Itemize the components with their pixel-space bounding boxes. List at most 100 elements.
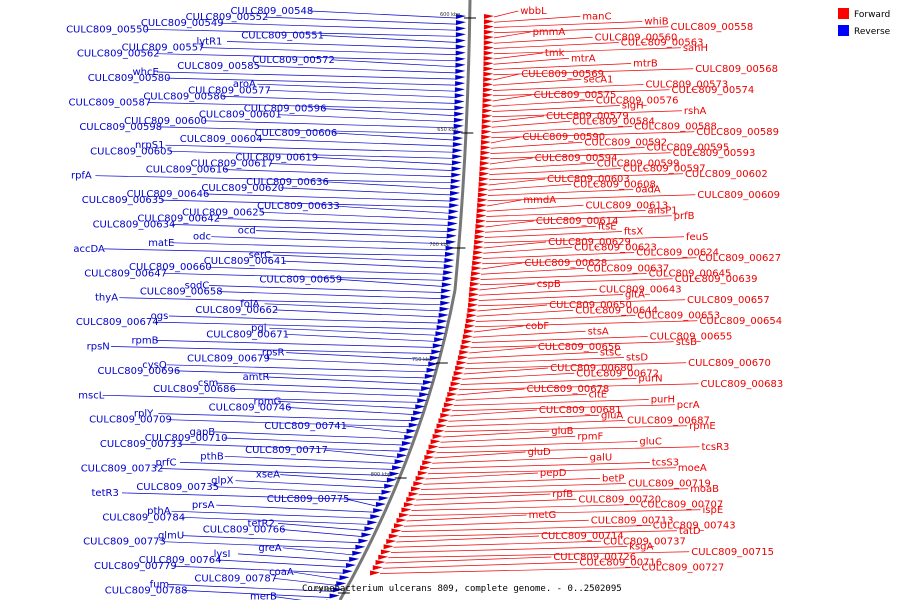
reverse-gene-arrow [428,361,439,367]
reverse-gene-label: ogs [151,311,169,322]
forward-connector [492,84,644,91]
reverse-connector [169,150,453,159]
reverse-gene-label: CULC809_00779 [94,561,177,572]
reverse-gene-label: xseA [256,470,280,481]
forward-gene-label: CULC809_00672 [576,368,659,379]
forward-gene-label: CULC809_00653 [637,311,720,322]
forward-connector [413,498,577,506]
forward-gene-label: ansP1 [648,206,678,217]
reverse-connector [278,523,365,531]
forward-gene-label: CULC809_00720 [578,494,661,505]
reverse-connector [325,181,451,190]
forward-gene-arrow [401,507,412,513]
forward-gene-arrow [483,77,494,82]
reverse-connector [232,388,420,397]
reverse-connector [338,279,442,287]
forward-gene-label: CULC809_00628 [524,258,607,269]
reverse-gene-arrow [451,172,462,178]
reverse-gene-label: odc [193,232,211,243]
forward-gene-label: CULC809_00680 [550,363,633,374]
reverse-connector [216,218,448,226]
legend: Forward Reverse [838,8,891,37]
forward-connector [493,68,694,76]
reverse-gene-label: CULC809_00784 [102,512,185,523]
forward-connector [492,99,594,107]
forward-connector [485,225,596,233]
forward-connector [420,483,627,490]
forward-gene-arrow [483,24,494,30]
reverse-connector [274,596,303,600]
reverse-gene-arrow [339,575,350,581]
forward-gene-label: gluA [601,410,623,421]
forward-gene-label: gltA [625,290,645,301]
label-connectors [95,10,701,600]
reverse-connector [336,205,449,214]
forward-connector [493,78,582,86]
reverse-gene-arrow [446,239,457,245]
forward-connector [382,561,578,569]
reverse-gene-arrow [455,26,466,32]
forward-connector [487,189,634,196]
forward-connector [446,420,626,427]
reverse-connector [155,340,433,348]
reverse-gene-label: CULC809_00605 [90,146,173,157]
reverse-connector [160,468,390,476]
forward-gene-arrow [420,465,431,471]
forward-gene-arrow [483,19,494,25]
reverse-connector [282,529,362,537]
reverse-gene-arrow [370,514,381,520]
reverse-gene-arrow [419,392,430,398]
reverse-connector [173,565,343,574]
genome-backbone [338,0,472,600]
reverse-connector [218,559,346,568]
forward-connector [487,194,696,202]
reverse-gene-arrow [452,154,463,160]
forward-connector [487,199,522,207]
reverse-gene-label: thyA [95,293,118,304]
forward-gene-label: CULC809_00726 [553,552,636,563]
reverse-gene-label: mscL [78,390,104,401]
forward-connector [493,10,519,18]
reverse-gene-label: ocd [238,226,256,237]
forward-connector [481,262,523,270]
reverse-gene-label: CULC809_00586 [143,91,226,102]
reverse-gene-label: lytR1 [196,37,222,48]
reverse-gene-arrow [358,538,369,544]
reverse-gene-label: CULC809_00671 [206,329,289,340]
reverse-gene-arrow [444,251,455,257]
forward-gene-arrow [468,302,479,308]
reverse-gene-arrow [361,532,372,538]
scale-tick-label: 800 kbp [371,472,391,478]
forward-gene-label: tatD [679,526,701,537]
forward-gene-label: tcsS3 [652,458,679,469]
reverse-gene-label: CULC809_00679 [187,354,270,365]
reverse-gene-arrow [449,203,460,209]
forward-gene-arrow [383,544,394,550]
forward-gene-arrow [481,119,492,124]
forward-gene-arrow [482,113,493,119]
forward-gene-label: prfB [674,211,695,222]
forward-gene-label: CULC809_00569 [521,69,604,80]
forward-gene-label: CULC809_00563 [621,38,704,49]
reverse-gene-label: CULC809_00549 [141,18,224,29]
forward-gene-label: galU [590,452,613,463]
forward-gene-arrow [477,192,488,198]
forward-gene-label: metG [529,510,557,521]
reverse-gene-label: CULC809_00674 [76,317,159,328]
reverse-connector [215,486,382,495]
reverse-gene-arrow [453,129,464,135]
forward-gene-arrow [393,523,404,529]
forward-gene-arrow [463,329,474,334]
reverse-connector [205,193,450,202]
forward-gene-arrow [483,71,494,77]
reverse-connector [269,327,436,336]
forward-connector [476,309,574,317]
forward-gene-label: whiB [644,17,668,28]
forward-connector [478,288,597,296]
reverse-gene-arrow [397,453,408,459]
reverse-connector [182,535,359,543]
forward-gene-label: CULC809_00654 [699,316,782,327]
forward-gene-arrow [483,35,494,40]
reverse-gene-arrow [449,197,460,202]
reverse-gene-label: lysI [214,549,231,560]
